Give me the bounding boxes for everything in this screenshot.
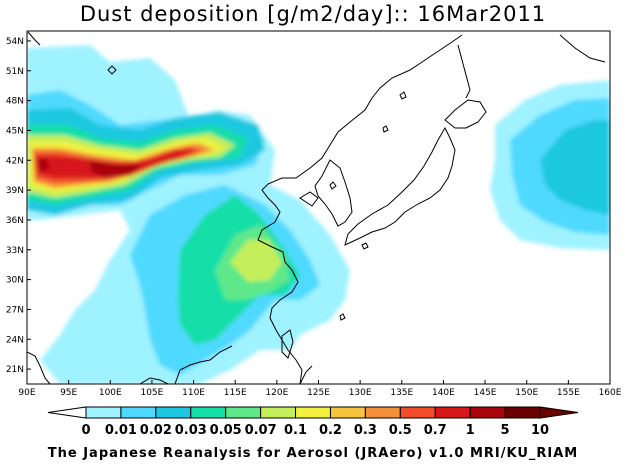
lat-tick-label: 36N <box>6 216 24 226</box>
colorbar-label: 0 <box>81 423 90 438</box>
lon-tick-label: 110E <box>182 388 205 398</box>
colorbar-label: 10 <box>531 423 549 438</box>
colorbar-swatch <box>120 406 157 419</box>
lat-tick-label: 30N <box>6 276 24 286</box>
colorbar-upper-arrow <box>539 406 579 419</box>
colorbar-swatch <box>155 406 192 419</box>
colorbar-swatch <box>399 406 436 419</box>
colorbar-label: 0.03 <box>175 423 207 438</box>
lon-tick-label: 145E <box>474 388 497 398</box>
map-title: Dust deposition [g/m2/day]:: 16Mar2011 <box>79 2 547 26</box>
lat-tick-label: 48N <box>6 97 24 107</box>
lon-tick-label: 135E <box>390 388 413 398</box>
lat-tick-label: 24N <box>6 335 24 345</box>
colorbar-swatch <box>364 406 401 419</box>
colorbar-lower-arrow <box>47 406 87 419</box>
colorbar-swatch <box>295 406 331 419</box>
colorbar-swatch <box>260 406 297 419</box>
colorbar-swatch <box>190 406 227 419</box>
colorbar-label: 0.7 <box>424 423 447 438</box>
colorbar-label: 0.3 <box>354 423 377 438</box>
lat-tick-label: 39N <box>6 186 24 196</box>
latitude-axis: 21N 24N 27N 30N 33N 36N 39N 42N 45N 48N 51N 54N <box>6 37 31 375</box>
lat-tick-label: 33N <box>6 246 24 256</box>
colorbar-swatch <box>469 406 506 419</box>
lat-tick-label: 51N <box>6 67 24 77</box>
colorbar-swatch <box>225 406 262 419</box>
lon-tick-label: 90E <box>18 388 35 398</box>
colorbar-label: 0.5 <box>389 423 412 438</box>
lat-tick-label: 42N <box>6 156 24 166</box>
lon-tick-label: 125E <box>307 388 330 398</box>
colorbar-swatch <box>85 406 122 419</box>
colorbar-swatch <box>504 406 541 419</box>
lat-tick-label: 21N <box>6 365 24 375</box>
footer-credit: The Japanese Reanalysis for Aerosol (JRA… <box>47 446 579 461</box>
colorbar-label: 0.07 <box>245 423 277 438</box>
dust-deposition-field <box>27 45 610 384</box>
lon-tick-label: 140E <box>432 388 455 398</box>
colorbar-swatch <box>329 406 366 419</box>
longitude-axis: 90E 95E 100E 105E 110E 115E 120E 125E 130E 135E 14… <box>18 380 622 398</box>
lat-tick-label: 54N <box>6 37 24 47</box>
lat-tick-label: 27N <box>6 305 24 315</box>
lon-tick-label: 120E <box>265 388 288 398</box>
colorbar-label: 0.02 <box>140 423 172 438</box>
colorbar-label: 0.01 <box>105 423 137 438</box>
lon-tick-label: 95E <box>60 388 77 398</box>
lon-tick-label: 150E <box>515 388 538 398</box>
lat-tick-label: 45N <box>6 126 24 136</box>
lon-tick-label: 115E <box>224 388 247 398</box>
colorbar-swatch <box>434 406 471 419</box>
lon-tick-label: 160E <box>599 388 622 398</box>
lon-tick-label: 100E <box>99 388 122 398</box>
colorbar-label: 0.05 <box>210 423 242 438</box>
colorbar-label: 1 <box>466 423 475 438</box>
colorbar-label: 0.1 <box>284 423 307 438</box>
lon-tick-label: 155E <box>557 388 580 398</box>
lon-tick-label: 130E <box>349 388 372 398</box>
colorbar-label: 5 <box>501 423 510 438</box>
lon-tick-label: 105E <box>140 388 163 398</box>
coastlines <box>27 31 606 384</box>
colorbar-label: 0.2 <box>319 423 342 438</box>
